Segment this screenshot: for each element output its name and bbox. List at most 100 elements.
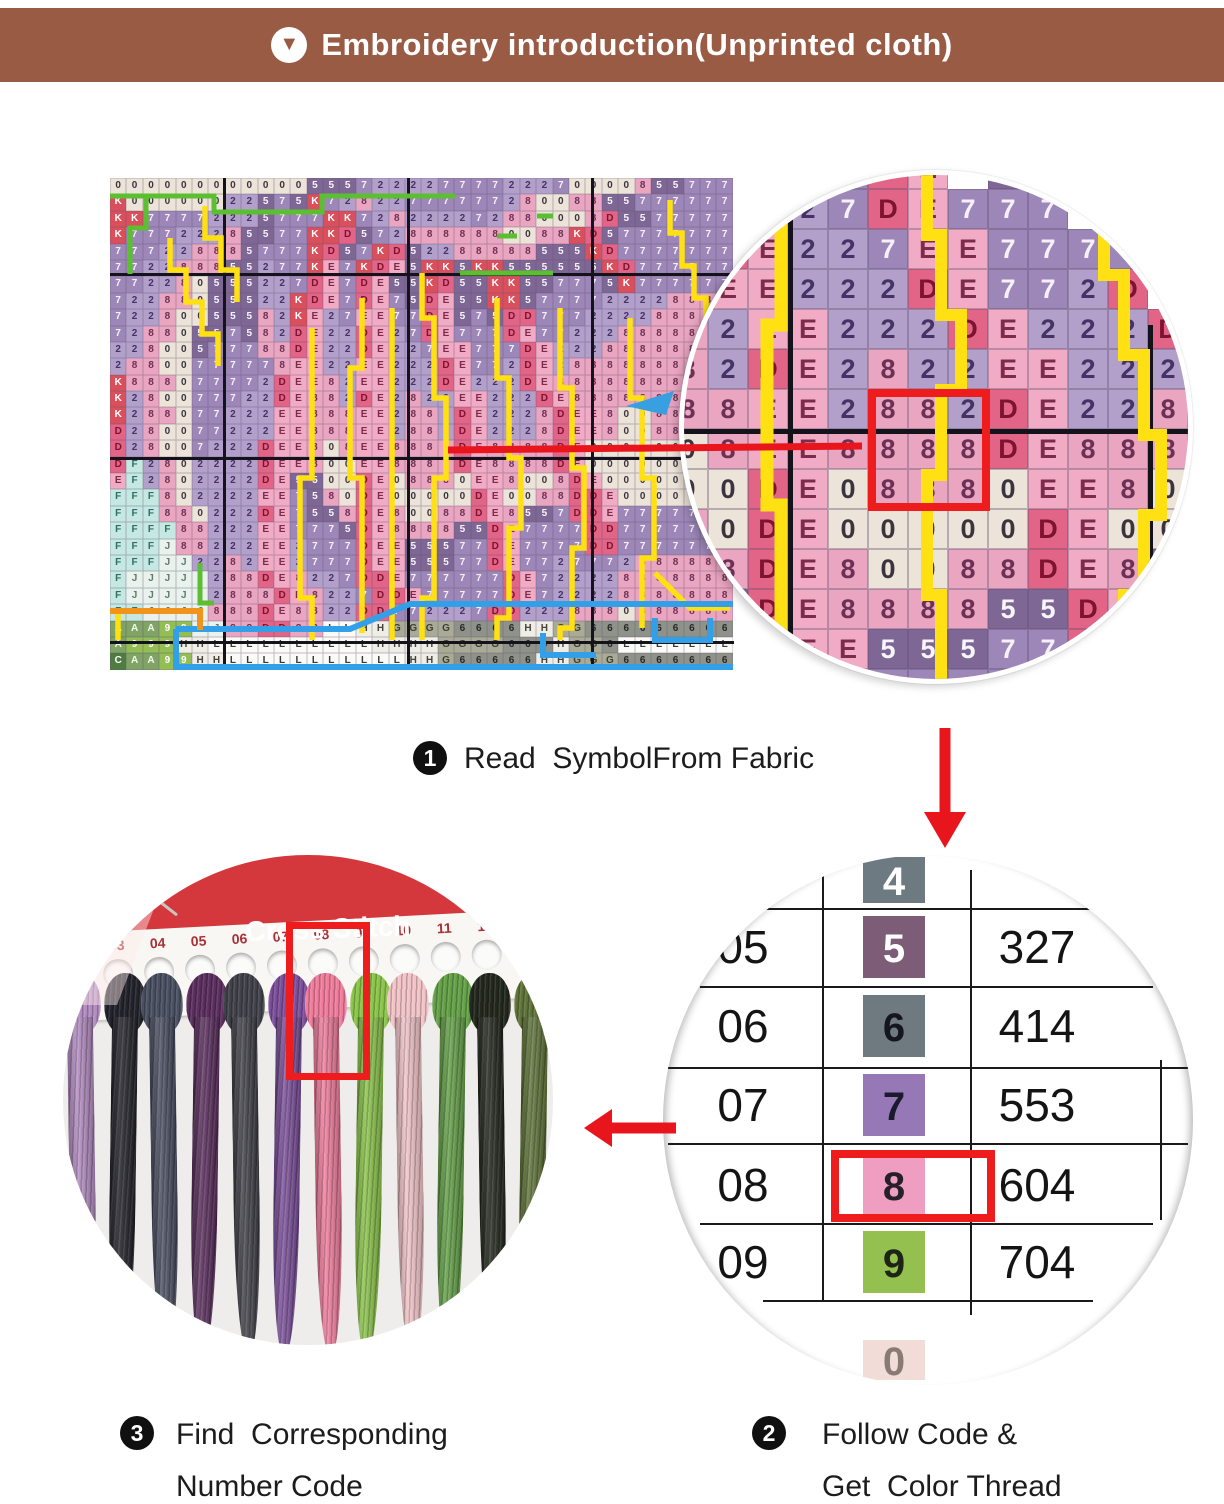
- chart-cell: 2: [224, 407, 242, 424]
- chart-cell: F: [142, 522, 160, 539]
- chart-cell: 0: [388, 473, 406, 490]
- chart-cell: 8: [142, 358, 160, 375]
- magnified-cell: D: [708, 229, 748, 269]
- chart-cell: 2: [536, 178, 553, 195]
- chart-cell: 2: [454, 210, 471, 228]
- chart-cell: 9: [126, 636, 143, 654]
- magnified-cell: 8: [868, 349, 908, 389]
- chart-cell: E: [519, 325, 537, 342]
- chart-cell: K: [323, 210, 340, 228]
- magnified-cell: 7: [828, 175, 868, 189]
- chart-cell: G: [601, 653, 619, 670]
- chart-cell: 7: [667, 505, 684, 523]
- chart-cell: E: [372, 423, 389, 441]
- chart-cell: 9: [175, 620, 192, 637]
- chart-cell: 7: [667, 276, 684, 293]
- chart-cell: F: [159, 522, 176, 539]
- chart-cell: 2: [503, 178, 520, 195]
- chart-cell: 7: [191, 391, 209, 408]
- chart-cell: K: [110, 407, 127, 424]
- chart-cell: 7: [536, 522, 553, 539]
- chart-cell: 8: [306, 391, 324, 408]
- chart-cell: 2: [290, 538, 307, 555]
- chart-cell: 7: [273, 259, 291, 277]
- chart-cell: 6: [470, 653, 487, 670]
- chart-cell: 0: [552, 194, 569, 211]
- magnified-cell: 0: [684, 469, 708, 509]
- chart-cell: 2: [241, 456, 258, 474]
- chart-cell: E: [257, 522, 274, 539]
- chart-cell: 7: [421, 341, 438, 359]
- chart-cell: 7: [126, 276, 143, 293]
- chart-cell: 8: [568, 391, 586, 408]
- magnified-cell: 7: [948, 189, 988, 229]
- chart-cell: D: [355, 341, 373, 359]
- chart-cell: H: [191, 636, 209, 654]
- chart-cell: 8: [142, 391, 160, 408]
- chart-cell: 0: [126, 178, 143, 195]
- chart-cell: 7: [519, 554, 537, 572]
- chart-cell: 8: [306, 440, 324, 457]
- chart-cell: 7: [241, 341, 258, 359]
- chart-cell: 8: [601, 391, 619, 408]
- chart-cell: 8: [421, 227, 438, 244]
- magnified-cell: [748, 669, 788, 679]
- chart-cell: 7: [110, 309, 127, 326]
- chart-cell: L: [339, 636, 356, 654]
- table-grid-line: [822, 870, 824, 1300]
- chart-cell: 5: [519, 505, 537, 523]
- chart-cell: 0: [323, 456, 340, 474]
- chart-cell: D: [503, 587, 520, 605]
- chart-cell: 5: [290, 473, 307, 490]
- chart-cell: F: [142, 489, 160, 506]
- chart-cell: 8: [503, 473, 520, 490]
- chart-cell: K: [486, 276, 504, 293]
- chart-cell: 8: [650, 391, 668, 408]
- chart-cell: 0: [323, 473, 340, 490]
- chart-cell: F: [110, 571, 127, 588]
- chart-cell: D: [257, 620, 274, 637]
- chart-cell: F: [126, 538, 143, 555]
- chart-cell: L: [323, 653, 340, 670]
- chart-cell: 6: [503, 636, 520, 654]
- chart-cell: 0: [175, 440, 192, 457]
- thread-hole: [470, 938, 503, 971]
- magnified-cell: 0: [828, 469, 868, 509]
- magnified-cell: 2: [828, 269, 868, 309]
- chart-cell: 2: [257, 292, 274, 310]
- chart-cell: E: [536, 374, 553, 392]
- chart-cell: E: [503, 522, 520, 539]
- chart-cell: J: [159, 604, 176, 621]
- chart-cell: 2: [241, 522, 258, 539]
- chart-cell: 2: [241, 538, 258, 555]
- chart-cell: 5: [618, 210, 635, 228]
- chart-cell: A: [126, 620, 143, 637]
- magnified-cell: 7: [1028, 189, 1068, 229]
- chart-cell: F: [126, 489, 143, 506]
- chart-cell: 0: [175, 391, 192, 408]
- chart-cell: 0: [159, 440, 176, 457]
- chart-cell: 5: [486, 309, 504, 326]
- chart-cell: 2: [142, 456, 160, 474]
- magnified-cell: 7: [948, 669, 988, 679]
- chart-cell: K: [110, 227, 127, 244]
- chart-cell: 0: [519, 473, 537, 490]
- chart-cell: D: [257, 505, 274, 523]
- chart-cell: 8: [519, 440, 537, 457]
- magnified-cell: [684, 629, 708, 669]
- magnified-cell: 8: [1068, 429, 1108, 469]
- table-code-cell: 06: [717, 1000, 769, 1052]
- chart-cell: 7: [470, 604, 487, 621]
- chart-cell: D: [486, 604, 504, 621]
- step-2-label-line2: Get Color Thread: [822, 1470, 1062, 1503]
- chart-cell: 0: [503, 227, 520, 244]
- magnified-cell: 0: [1108, 509, 1148, 549]
- chart-cell: 2: [257, 407, 274, 424]
- magnified-cell: [1148, 175, 1188, 189]
- chart-cell: 0: [618, 423, 635, 441]
- step-2-number: 2: [762, 1419, 776, 1446]
- magnified-cell: 8: [1188, 429, 1193, 469]
- chart-cell: 7: [470, 358, 487, 375]
- chart-cell: E: [290, 407, 307, 424]
- chart-cell: 0: [142, 178, 160, 195]
